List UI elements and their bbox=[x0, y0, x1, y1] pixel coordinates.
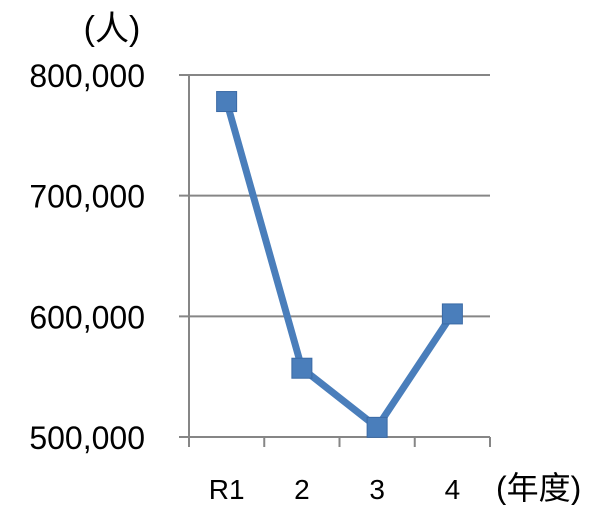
data-point-marker bbox=[216, 91, 238, 113]
series-group bbox=[216, 91, 463, 438]
y-axis-unit-label: (人) bbox=[84, 10, 141, 48]
x-tick-label: 2 bbox=[294, 474, 310, 505]
series-line bbox=[223, 100, 456, 431]
data-point-marker bbox=[291, 357, 313, 379]
data-point-marker bbox=[441, 303, 463, 325]
y-tick-labels: 500,000 600,000 700,000 800,000 bbox=[29, 58, 145, 456]
x-tick-label: 4 bbox=[445, 474, 461, 505]
gridlines bbox=[179, 74, 490, 318]
data-point-marker bbox=[366, 416, 388, 438]
x-tick-label: 3 bbox=[369, 474, 385, 505]
y-tick-label: 600,000 bbox=[29, 299, 145, 335]
x-tick-labels: R1 2 3 4 bbox=[188, 437, 491, 505]
y-tick-label: 700,000 bbox=[29, 179, 145, 215]
x-axis-unit-label: (年度) bbox=[496, 470, 581, 505]
y-tick-label: 500,000 bbox=[29, 420, 145, 456]
y-tick-label: 800,000 bbox=[29, 58, 145, 94]
x-tick-label: R1 bbox=[209, 474, 245, 505]
